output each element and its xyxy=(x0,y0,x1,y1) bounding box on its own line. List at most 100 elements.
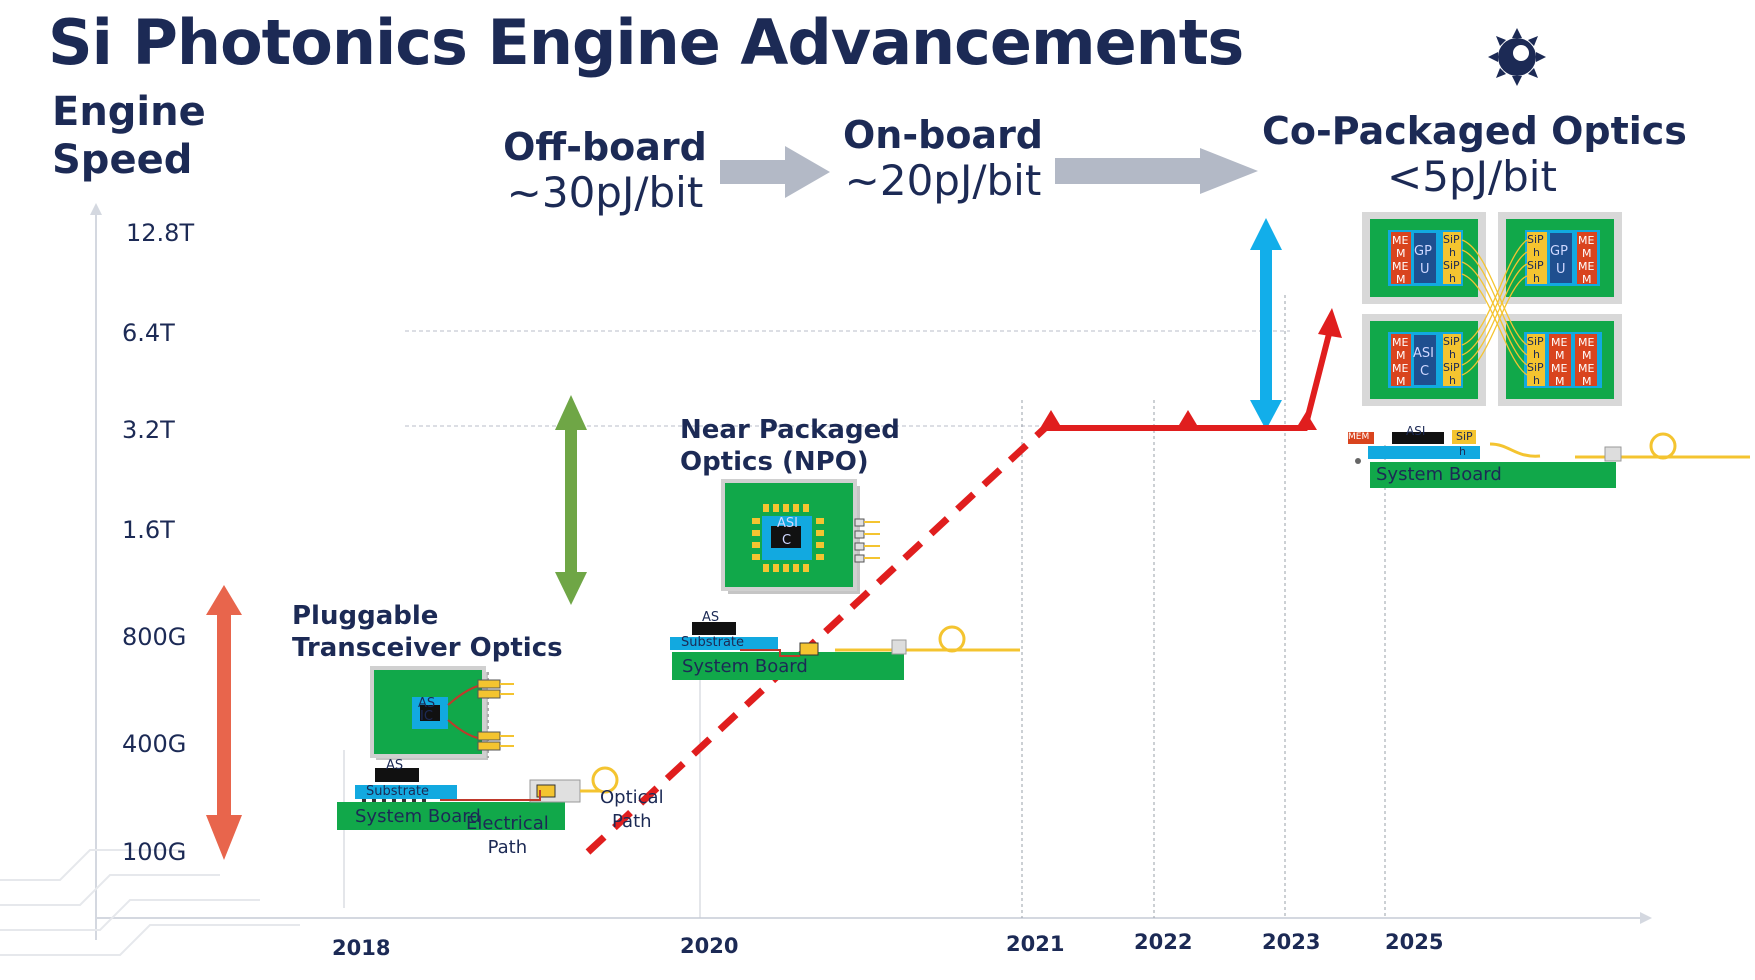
cpo-bl-sip-2: SiP xyxy=(1443,361,1460,374)
cpo-board-diagram xyxy=(1348,430,1750,488)
circuit-decoration xyxy=(0,849,300,956)
pluggable-label-line1: Pluggable xyxy=(292,601,439,631)
stage-off-board-name: Off-board xyxy=(503,125,707,169)
y-tick-800g: 800G xyxy=(122,623,187,651)
marker-2023 xyxy=(1295,412,1317,430)
cpo-tl-m-2: M xyxy=(1396,273,1406,286)
stage-cpo-name: Co-Packaged Optics xyxy=(1262,109,1687,153)
cpo-bl-h-2: h xyxy=(1449,374,1456,387)
page-title: Si Photonics Engine Advancements xyxy=(48,6,1244,79)
optical-path-line2: Path xyxy=(612,811,652,832)
y-axis-label-line1: Engine xyxy=(52,89,206,135)
cpo-asi-label: ASI xyxy=(1406,424,1426,438)
npo-module-diagram xyxy=(721,479,880,594)
npo-label-line1: Near Packaged xyxy=(680,415,900,445)
y-axis-label: Engine Speed xyxy=(52,88,222,184)
orange-range-arrow xyxy=(206,585,242,860)
stage-arrow-1 xyxy=(720,146,830,198)
optical-path-label: Optical Path xyxy=(600,786,664,834)
cpo-tl-h-2: h xyxy=(1449,272,1456,285)
y-tick-6-4t: 6.4T xyxy=(122,319,175,347)
cpo-br-m-2: M xyxy=(1555,375,1565,388)
stage-on-board-name: On-board xyxy=(842,113,1044,157)
cpo-system-board-label: System Board xyxy=(1376,464,1502,485)
cpo-br-h-2: h xyxy=(1533,374,1540,387)
x-tick-2021: 2021 xyxy=(1006,932,1065,956)
cpo-br-m-3: M xyxy=(1582,349,1592,362)
y-axis-arrow-icon xyxy=(90,203,102,215)
x-tick-2023: 2023 xyxy=(1262,930,1321,954)
stage-arrow-2 xyxy=(1055,148,1258,194)
blue-range-arrow xyxy=(1250,218,1282,430)
pluggable-board-diagram xyxy=(337,766,619,830)
x-axis-arrow-icon xyxy=(1640,912,1652,924)
cpo-br-me-4: ME xyxy=(1578,362,1595,375)
cpo-tl-sip-1: SiP xyxy=(1443,233,1460,246)
x-tick-2020: 2020 xyxy=(680,934,739,958)
cpo-tl-me-2: ME xyxy=(1392,260,1409,273)
cpo-tl-me-1: ME xyxy=(1392,234,1409,247)
npo-label: Near Packaged Optics (NPO) xyxy=(680,414,900,478)
cpo-br-me-2: ME xyxy=(1551,362,1568,375)
npo-label-line2: Optics (NPO) xyxy=(680,447,869,477)
marker-2021 xyxy=(1039,410,1063,430)
green-range-arrow xyxy=(555,395,587,605)
cpo-br-sip-1: SiP xyxy=(1527,335,1544,348)
cpo-tl-sip-2: SiP xyxy=(1443,259,1460,272)
stage-off-board-energy: ~30pJ/bit xyxy=(506,168,704,217)
optical-path-line1: Optical xyxy=(600,787,664,808)
cpo-tr-h-1: h xyxy=(1533,246,1540,259)
cpo-br-m-1: M xyxy=(1555,349,1565,362)
x-tick-2018: 2018 xyxy=(332,936,391,960)
electrical-path-line2: Path xyxy=(487,837,528,858)
pluggable-module-asic-label: AS xyxy=(418,696,436,711)
logo-gear-icon xyxy=(1488,28,1546,86)
y-axis-label-line2: Speed xyxy=(52,137,193,183)
cpo-tr-sip-2: SiP xyxy=(1527,259,1544,272)
stage-cpo-energy: <5pJ/bit xyxy=(1387,152,1557,201)
cpo-tr-sip-1: SiP xyxy=(1527,233,1544,246)
stage-cpo: Co-Packaged Optics <5pJ/bit xyxy=(1262,108,1687,201)
y-tick-100g: 100G xyxy=(122,838,187,866)
pluggable-system-board-label: System Board xyxy=(355,806,481,827)
marker-2022 xyxy=(1176,410,1200,430)
trend-dashed-line xyxy=(585,425,1048,855)
cpo-br-h-1: h xyxy=(1533,348,1540,361)
pluggable-substrate-label: Substrate xyxy=(366,784,430,799)
npo-board-diagram xyxy=(670,622,1020,680)
electrical-path-line1: Electrical xyxy=(466,813,549,834)
cpo-br-me-1: ME xyxy=(1551,336,1568,349)
cpo-tr-h-2: h xyxy=(1533,272,1540,285)
cpo-tr-gp: GP xyxy=(1550,244,1568,259)
cpo-bl-me-2: ME xyxy=(1392,362,1409,375)
cpo-mem-label: MEM xyxy=(1348,432,1370,442)
npo-module-asi-label: ASI xyxy=(777,516,798,531)
cpo-tr-m-1: M xyxy=(1582,247,1592,260)
cpo-br-sip-2: SiP xyxy=(1527,361,1544,374)
cpo-bl-m-1: M xyxy=(1396,349,1406,362)
cpo-tl-u: U xyxy=(1420,262,1430,277)
stage-on-board-energy: ~20pJ/bit xyxy=(844,156,1042,205)
cpo-tr-m-2: M xyxy=(1582,273,1592,286)
cpo-tl-gp: GP xyxy=(1414,244,1432,259)
stage-on-board: On-board ~20pJ/bit xyxy=(838,112,1048,204)
cpo-br-m-4: M xyxy=(1582,375,1592,388)
cpo-bl-sip-1: SiP xyxy=(1443,335,1460,348)
y-tick-3-2t: 3.2T xyxy=(122,416,175,444)
cpo-bl-c: C xyxy=(1420,364,1430,379)
cpo-bl-h-1: h xyxy=(1449,348,1456,361)
cpo-tr-me-2: ME xyxy=(1578,260,1595,273)
x-tick-2022: 2022 xyxy=(1134,930,1193,954)
cpo-tl-m-1: M xyxy=(1396,247,1406,260)
pluggable-module-ic-label: IC xyxy=(420,709,433,724)
npo-system-board-label: System Board xyxy=(682,656,808,677)
x-tick-2025: 2025 xyxy=(1385,930,1444,954)
pluggable-module-diagram xyxy=(370,666,514,760)
cpo-package-grid xyxy=(1362,212,1622,406)
cpo-h-label: h xyxy=(1459,445,1466,458)
pluggable-asic-label: AS xyxy=(386,758,404,773)
npo-asic-label: AS xyxy=(702,610,720,625)
pluggable-label: Pluggable Transceiver Optics xyxy=(292,600,563,664)
trend-arrow-icon xyxy=(1318,308,1342,338)
